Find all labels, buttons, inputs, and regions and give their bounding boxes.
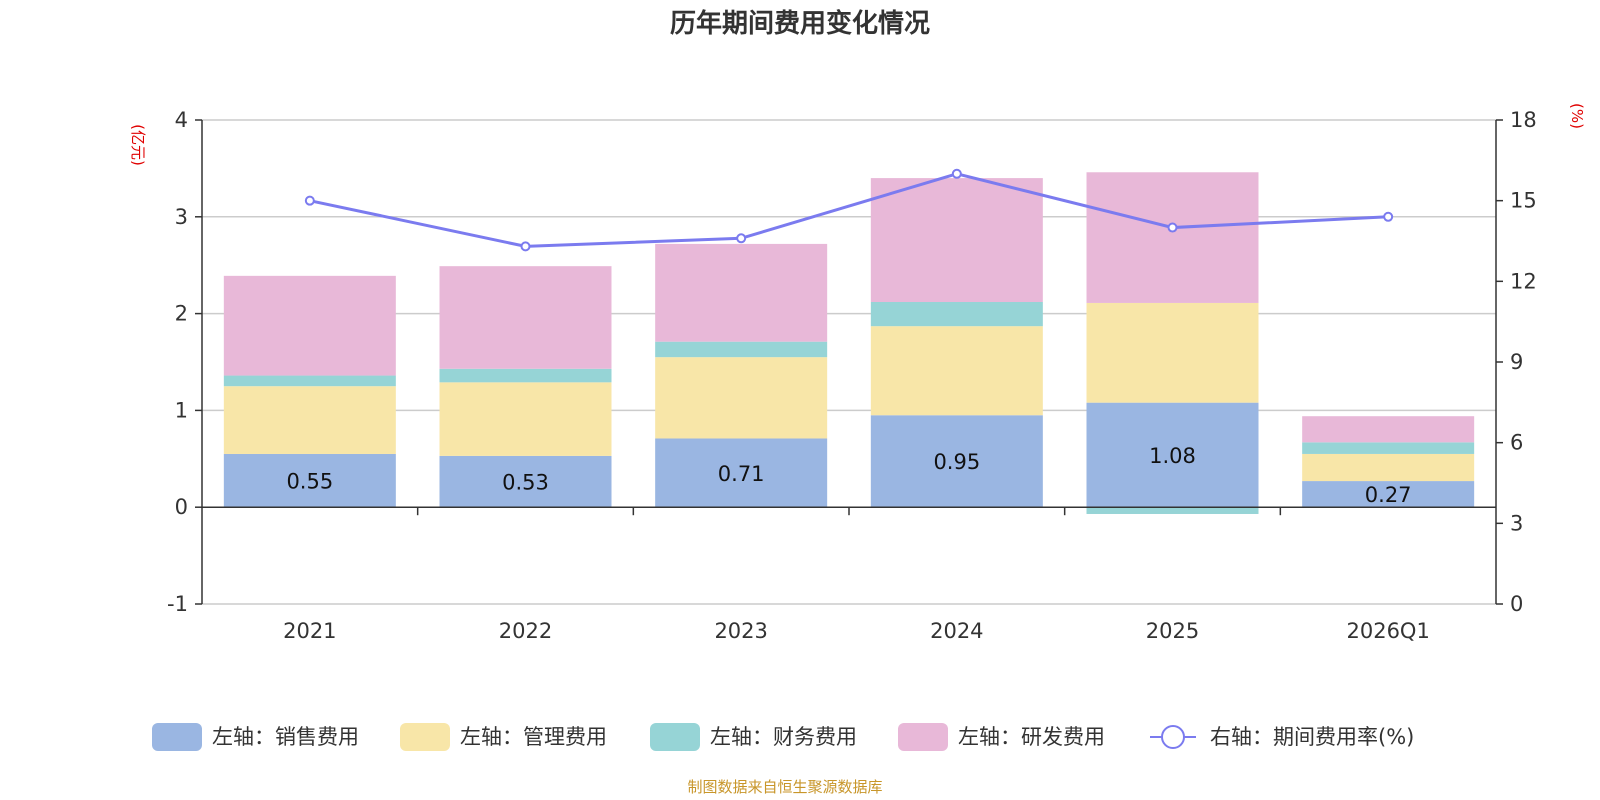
data-label: 0.53 (502, 471, 549, 495)
left-axis-tick-label: -1 (167, 592, 188, 616)
right-axis-tick-label: 9 (1510, 350, 1523, 374)
x-axis-category-label: 2025 (1146, 619, 1199, 643)
left-axis-tick-label: 2 (175, 302, 188, 326)
bar-series (223, 172, 1475, 514)
legend-label: 左轴：销售费用 (212, 725, 359, 749)
rate-line (309, 172, 1389, 248)
data-label: 0.95 (933, 450, 980, 474)
bar-segment (223, 375, 396, 387)
legend: 左轴：销售费用 左轴：管理费用 左轴：财务费用 左轴：研发费用 右轴：期间费用率(%) (152, 723, 1414, 751)
bar-segment (223, 453, 396, 508)
right-axis-tick-label: 0 (1510, 592, 1523, 616)
right-axis-tick-label: 12 (1510, 269, 1537, 293)
bar-segment (870, 178, 1043, 302)
bar-segment (1086, 402, 1259, 508)
rate-point (520, 241, 531, 252)
gridlines (202, 119, 1496, 605)
legend-line-marker (1161, 725, 1185, 749)
bar-segment (1086, 172, 1259, 303)
right-axis-tick-label: 6 (1510, 431, 1523, 455)
bar-segment (655, 438, 828, 508)
bar-segment (1086, 507, 1259, 514)
left-axis-tick-label: 1 (175, 398, 188, 422)
bar-segment (655, 341, 828, 358)
legend-label: 左轴：管理费用 (460, 725, 607, 749)
rate-point (736, 233, 747, 244)
rate-point (951, 168, 962, 179)
rate-point (1167, 222, 1178, 233)
data-label: 0.71 (718, 462, 765, 486)
data-label: 1.08 (1149, 444, 1196, 468)
left-axis-unit: (亿元) (129, 124, 147, 166)
bar-segment (439, 455, 612, 508)
bar-segment (1302, 481, 1475, 508)
bar-segment (439, 382, 612, 456)
data-label: 0.55 (286, 470, 333, 494)
x-axis-category-label: 2021 (283, 619, 336, 643)
legend-swatch (650, 723, 700, 751)
right-axis-tick-label: 18 (1510, 108, 1537, 132)
rate-point (304, 195, 315, 206)
bar-segment (655, 243, 828, 342)
left-axis-tick-label: 4 (175, 108, 188, 132)
bar-segment (439, 368, 612, 383)
x-axis-category-label: 2026Q1 (1346, 619, 1429, 643)
left-axis-tick-label: 3 (175, 205, 188, 229)
legend-label: 左轴：研发费用 (958, 725, 1105, 749)
right-axis-unit: (%) (1568, 103, 1586, 129)
bar-segment (870, 301, 1043, 327)
bar-segment (870, 326, 1043, 416)
rate-point (1383, 211, 1394, 222)
legend-label: 右轴：期间费用率(%) (1210, 725, 1414, 749)
x-axis-category-label: 2023 (714, 619, 767, 643)
chart-title: 历年期间费用变化情况 (670, 8, 930, 39)
bar-segment (655, 357, 828, 439)
bar-segment (439, 266, 612, 369)
legend-label: 左轴：财务费用 (710, 725, 857, 749)
legend-swatch (152, 723, 202, 751)
source-note: 制图数据来自恒生聚源数据库 (687, 778, 882, 796)
legend-swatch (898, 723, 948, 751)
legend-swatch (400, 723, 450, 751)
bar-segment (1302, 442, 1475, 454)
rate-line-series (304, 168, 1394, 252)
x-axis-category-label: 2022 (499, 619, 552, 643)
bar-segment (223, 386, 396, 454)
data-label: 0.27 (1365, 483, 1412, 507)
right-axis-tick-label: 3 (1510, 511, 1523, 535)
data-labels: 0.55 0.53 0.71 0.95 1.08 0.27 (286, 444, 1411, 507)
bar-segment (223, 275, 396, 376)
bar-segment (870, 415, 1043, 508)
left-axis-tick-label: 0 (175, 495, 188, 519)
right-axis-tick-label: 15 (1510, 189, 1537, 213)
x-axis-category-label: 2024 (930, 619, 983, 643)
bar-segment (1086, 302, 1259, 403)
bar-segment (1302, 453, 1475, 482)
bar-segment (1302, 416, 1475, 443)
